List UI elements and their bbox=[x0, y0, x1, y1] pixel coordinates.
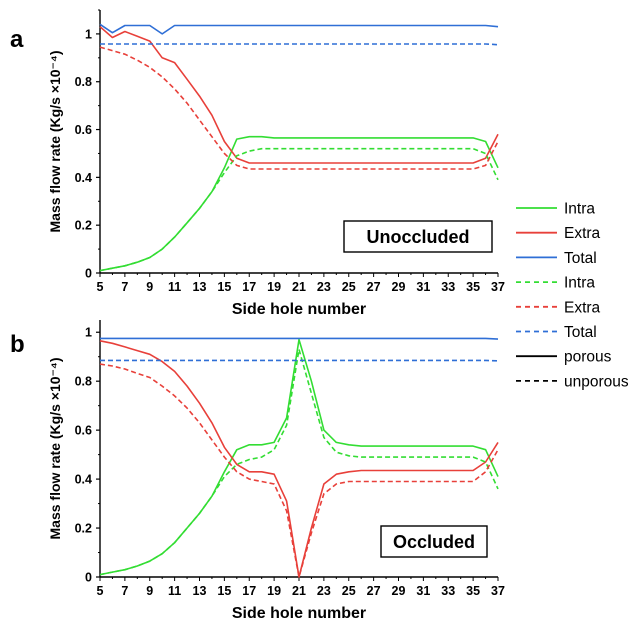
x-tick-label: 21 bbox=[292, 280, 306, 294]
annotation-text: Unoccluded bbox=[366, 227, 469, 247]
y-tick-label: 0.6 bbox=[75, 424, 92, 438]
y-tick-label: 0.4 bbox=[75, 473, 92, 487]
series-line-total-solid bbox=[99, 23, 499, 35]
x-tick-label: 33 bbox=[441, 280, 455, 294]
y-tick-label: 0.8 bbox=[75, 375, 92, 389]
x-tick-label: 33 bbox=[441, 584, 455, 598]
series-line-extra-solid bbox=[99, 26, 499, 164]
panel-a: 00.20.40.60.815 7 9 11 13 15 17 19 21 23 25 27 29 31 3… bbox=[10, 9, 505, 318]
y-tick-label: 0.4 bbox=[75, 171, 92, 185]
x-tick-label: 35 bbox=[466, 280, 480, 294]
x-tick-label: 27 bbox=[367, 280, 381, 294]
panel-label: a bbox=[10, 26, 24, 53]
legend-label: Extra bbox=[564, 225, 601, 242]
annotation-text: Occluded bbox=[393, 532, 475, 552]
x-tick-label: 23 bbox=[317, 584, 331, 598]
y-tick-label: 1 bbox=[85, 27, 92, 41]
panel-label: b bbox=[10, 331, 25, 358]
y-tick-label: 0 bbox=[85, 571, 92, 585]
x-tick-label: 15 bbox=[217, 584, 231, 598]
series-line-extra-dashed bbox=[99, 46, 499, 170]
x-tick-label: 9 bbox=[146, 280, 153, 294]
y-tick-label: 0 bbox=[85, 267, 92, 281]
y-axis-title: Mass flow rate (Kg/s ×10⁻⁴) bbox=[47, 358, 63, 540]
legend-label: Extra bbox=[564, 299, 601, 316]
x-tick-label: 29 bbox=[392, 584, 406, 598]
series-line-intra-dashed bbox=[99, 147, 499, 272]
legend-label: porous bbox=[564, 349, 612, 366]
x-tick-label: 27 bbox=[367, 584, 381, 598]
x-tick-label: 21 bbox=[292, 584, 306, 598]
x-axis-title: Side hole number bbox=[232, 605, 366, 622]
x-tick-label: 5 bbox=[97, 584, 104, 598]
series-line-intra-solid bbox=[99, 338, 499, 576]
annotation-box bbox=[343, 220, 493, 253]
y-tick-label: 0.2 bbox=[75, 219, 92, 233]
x-axis-title: Side hole number bbox=[232, 301, 366, 318]
panel-b: 00.20.40.60.815 7 9 11 13 15 17 19 21 23 25 27 29 31 3… bbox=[10, 320, 505, 622]
x-tick-label: 31 bbox=[416, 280, 430, 294]
x-tick-label: 13 bbox=[193, 280, 207, 294]
x-tick-label: 7 bbox=[121, 584, 128, 598]
x-tick-label: 7 bbox=[121, 280, 128, 294]
series-line-total-solid bbox=[100, 337, 499, 340]
y-tick-label: 0.2 bbox=[75, 522, 92, 536]
annotation-box bbox=[380, 525, 488, 558]
x-tick-label: 23 bbox=[317, 280, 331, 294]
x-tick-label: 19 bbox=[267, 280, 281, 294]
series-line-extra-solid bbox=[99, 340, 499, 578]
x-tick-label: 13 bbox=[193, 584, 207, 598]
x-tick-label: 37 bbox=[491, 280, 505, 294]
x-tick-label: 29 bbox=[392, 280, 406, 294]
series-line-extra-dashed bbox=[99, 363, 499, 578]
legend-label: Total bbox=[564, 324, 597, 341]
x-tick-label: 17 bbox=[242, 280, 256, 294]
x-tick-label: 19 bbox=[267, 584, 281, 598]
x-tick-label: 35 bbox=[466, 584, 480, 598]
x-tick-label: 9 bbox=[146, 584, 153, 598]
series-line-total-dashed bbox=[100, 359, 499, 362]
y-tick-label: 0.6 bbox=[75, 123, 92, 137]
y-tick-label: 1 bbox=[85, 326, 92, 340]
x-tick-label: 25 bbox=[342, 280, 356, 294]
legend-label: Total bbox=[564, 250, 597, 267]
x-tick-label: 31 bbox=[416, 584, 430, 598]
legend-label: Intra bbox=[564, 201, 595, 218]
series-line-total-dashed bbox=[100, 43, 499, 46]
x-tick-label: 5 bbox=[97, 280, 104, 294]
x-tick-label: 37 bbox=[491, 584, 505, 598]
y-axis-title: Mass flow rate (Kg/s ×10⁻⁴) bbox=[47, 51, 63, 233]
x-tick-label: 17 bbox=[242, 584, 256, 598]
legend-label: unporous bbox=[564, 373, 629, 390]
legend: Intra Extra Total Intra Extra Total porous unpo… bbox=[516, 201, 629, 390]
x-tick-label: 25 bbox=[342, 584, 356, 598]
y-tick-label: 0.8 bbox=[75, 75, 92, 89]
x-tick-label: 15 bbox=[217, 280, 231, 294]
x-tick-label: 11 bbox=[168, 584, 181, 598]
legend-label: Intra bbox=[564, 275, 595, 292]
x-tick-label: 11 bbox=[168, 280, 181, 294]
